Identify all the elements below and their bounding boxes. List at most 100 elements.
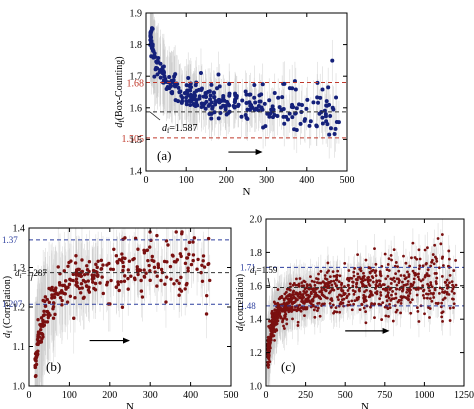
c-data-point bbox=[428, 297, 432, 300]
c-data-point bbox=[409, 311, 413, 315]
c-data-point bbox=[450, 290, 454, 293]
b-data-point bbox=[192, 236, 197, 240]
a-data-point bbox=[223, 107, 228, 112]
c-data-point bbox=[408, 264, 412, 268]
b-data-point bbox=[129, 274, 133, 278]
b-data-point bbox=[187, 240, 192, 245]
c-data-point bbox=[354, 278, 358, 281]
c-data-point bbox=[286, 294, 290, 297]
c-data-point bbox=[424, 262, 428, 266]
c-data-point bbox=[442, 291, 446, 294]
b-data-point bbox=[121, 237, 125, 241]
c-data-point bbox=[416, 275, 420, 279]
a-data-point bbox=[328, 126, 333, 131]
b-data-point bbox=[105, 280, 110, 284]
a-data-point bbox=[244, 92, 249, 97]
a-y-tick-label: 1.9 bbox=[130, 9, 143, 20]
b-data-point bbox=[37, 340, 42, 345]
c-data-point bbox=[416, 309, 420, 313]
c-data-point bbox=[386, 263, 390, 266]
c-data-point bbox=[422, 296, 426, 300]
c-data-point bbox=[288, 307, 292, 310]
b-data-point bbox=[40, 331, 44, 336]
a-data-point bbox=[257, 99, 262, 104]
b-data-point bbox=[51, 316, 56, 320]
c-data-point bbox=[350, 299, 354, 303]
b-data-point bbox=[183, 261, 188, 266]
c-data-point bbox=[441, 298, 445, 302]
c-data-point bbox=[288, 282, 292, 286]
c-data-point bbox=[407, 275, 411, 279]
b-data-point bbox=[72, 316, 76, 320]
c-data-point bbox=[387, 296, 391, 300]
a-data-point bbox=[324, 119, 329, 124]
c-data-point bbox=[407, 297, 410, 301]
b-data-point bbox=[186, 266, 190, 270]
c-y-tick-label: 1.4 bbox=[250, 315, 263, 326]
b-data-point bbox=[174, 260, 178, 264]
panel-a-frame bbox=[145, 12, 348, 172]
panel-c-lower-reference-label: 1.48 bbox=[240, 301, 256, 311]
panel-a-y-suffix: (Box-Counting) bbox=[114, 56, 125, 120]
a-data-point bbox=[209, 82, 214, 87]
c-data-point bbox=[367, 275, 370, 279]
c-data-point bbox=[313, 283, 317, 287]
b-data-point bbox=[40, 337, 44, 341]
a-data-point bbox=[252, 82, 257, 87]
c-x-tick-label: 750 bbox=[377, 390, 392, 401]
panel-b-upper-reference-label: 1.37 bbox=[2, 235, 18, 245]
c-data-point bbox=[303, 287, 307, 291]
c-data-point bbox=[292, 281, 296, 285]
b-data-point bbox=[54, 286, 58, 290]
b-data-point bbox=[43, 295, 48, 299]
a-data-point bbox=[161, 71, 166, 76]
b-data-point bbox=[136, 272, 140, 277]
a-y-tick-label: 1.8 bbox=[130, 40, 143, 51]
b-data-point bbox=[60, 298, 64, 303]
b-data-point bbox=[201, 254, 206, 258]
a-data-point bbox=[333, 126, 338, 131]
c-data-point bbox=[289, 294, 293, 298]
c-data-point bbox=[352, 302, 356, 306]
c-data-point bbox=[332, 274, 336, 278]
panel-b-x-ticks: 0 100 200 300 400 500 bbox=[27, 228, 239, 401]
a-data-point bbox=[318, 95, 323, 100]
c-data-point bbox=[325, 285, 329, 289]
a-data-point bbox=[317, 111, 322, 116]
a-data-point bbox=[192, 103, 197, 108]
a-data-point bbox=[262, 101, 267, 106]
c-data-point bbox=[269, 333, 273, 337]
a-data-point bbox=[195, 103, 200, 108]
c-data-point bbox=[290, 298, 293, 302]
c-data-point bbox=[291, 317, 294, 321]
c-data-point bbox=[316, 302, 320, 305]
a-data-point bbox=[213, 102, 218, 107]
panel-c-y-suffix: (correlation) bbox=[235, 274, 246, 324]
a-data-point bbox=[215, 86, 220, 91]
c-data-point bbox=[269, 323, 273, 327]
b-data-point bbox=[150, 254, 154, 259]
panel-a-lower-reference-label: 1.505 bbox=[122, 134, 145, 145]
c-data-point bbox=[372, 302, 376, 306]
c-data-point bbox=[283, 292, 287, 296]
a-data-point bbox=[154, 65, 159, 70]
b-data-point bbox=[163, 282, 167, 286]
c-data-point bbox=[319, 269, 323, 273]
b-y-tick-label: 1.2 bbox=[13, 303, 26, 314]
a-data-point bbox=[172, 74, 177, 79]
c-data-point bbox=[433, 272, 437, 275]
c-data-point bbox=[301, 295, 305, 299]
c-data-point bbox=[303, 299, 307, 303]
b-data-point bbox=[91, 280, 95, 284]
a-data-point bbox=[204, 99, 209, 104]
c-data-point bbox=[373, 247, 376, 251]
a-data-point bbox=[171, 78, 176, 83]
c-data-point bbox=[374, 262, 378, 266]
c-data-point bbox=[273, 330, 277, 333]
b-data-point bbox=[75, 284, 80, 289]
a-data-point bbox=[308, 119, 313, 124]
c-data-point bbox=[340, 281, 344, 285]
a-data-point bbox=[177, 90, 182, 95]
a-data-point bbox=[334, 119, 339, 124]
b-data-point bbox=[179, 275, 183, 280]
